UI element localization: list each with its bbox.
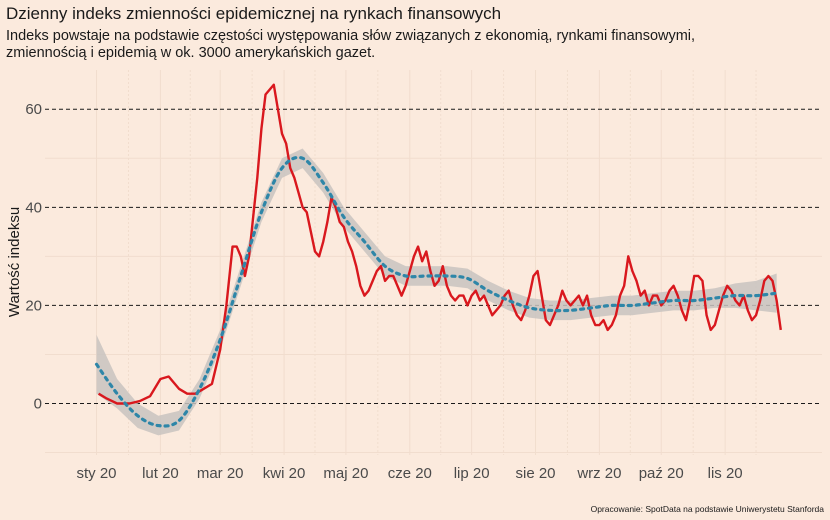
- x-tick-label-2: mar 20: [197, 465, 244, 482]
- x-tick-label-5: cze 20: [388, 465, 432, 482]
- trend-confidence-band: [96, 148, 777, 436]
- x-tick-label-3: kwi 20: [263, 465, 306, 482]
- x-tick-label-6: lip 20: [454, 465, 490, 482]
- x-tick-label-9: paź 20: [639, 465, 684, 482]
- chart-subtitle: Indeks powstaje na podstawie częstości w…: [6, 28, 696, 61]
- series-layer: [94, 83, 782, 428]
- trend-series-line: [94, 155, 779, 428]
- x-tick-label-0: sty 20: [77, 465, 117, 482]
- x-tick-label-8: wrz 20: [576, 465, 621, 482]
- confidence-band: [96, 148, 777, 436]
- vertical-grid: [96, 70, 757, 455]
- x-tick-label-4: maj 20: [323, 465, 368, 482]
- x-tick-label-10: lis 20: [708, 465, 743, 482]
- y-tick-label-1: 20: [25, 297, 42, 314]
- y-axis-title: Wartość indeksu: [6, 207, 23, 317]
- source-caption: Opracowanie: SpotData na podstawie Uniwe…: [590, 504, 824, 514]
- y-tick-label-2: 40: [25, 199, 42, 216]
- x-tick-label-7: sie 20: [516, 465, 556, 482]
- x-tick-label-1: lut 20: [142, 465, 179, 482]
- y-tick-label-0: 0: [34, 396, 42, 413]
- y-axis-ticks: 0 20 40 60: [25, 101, 42, 412]
- chart-title: Dzienny indeks zmienności epidemicznej n…: [6, 4, 502, 23]
- x-axis-ticks: sty 20 lut 20 mar 20 kwi 20 maj 20 cze 20 lip …: [77, 465, 743, 482]
- index-series-line: [97, 83, 782, 405]
- y-tick-label-3: 60: [25, 101, 42, 118]
